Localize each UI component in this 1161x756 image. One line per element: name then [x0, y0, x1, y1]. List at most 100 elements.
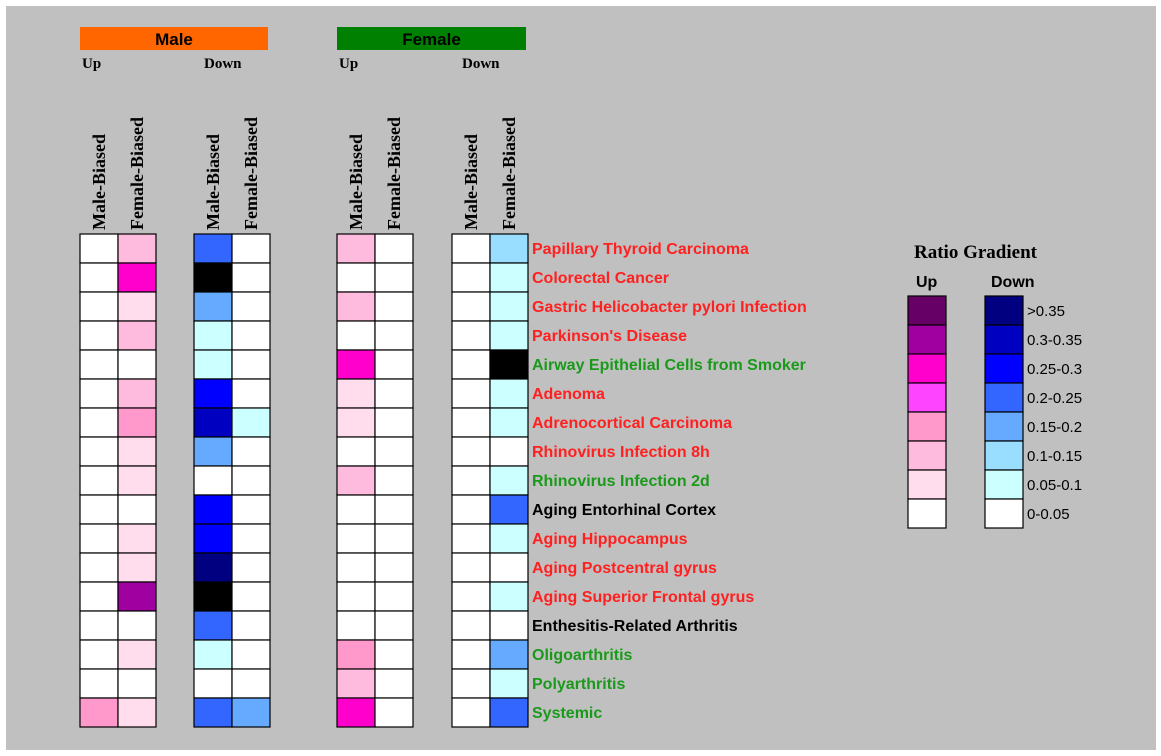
heatmap-cell: [374, 494, 414, 525]
heatmap-cell: [79, 320, 119, 351]
heatmap-cell: [193, 320, 233, 351]
heatmap-cell: [489, 262, 529, 293]
legend-up-swatch: [907, 295, 947, 326]
heatmap-cell: [374, 523, 414, 554]
legend-range-label: 0.1-0.15: [1027, 448, 1082, 465]
heatmap-cell: [489, 320, 529, 351]
heatmap-cell: [231, 581, 271, 612]
heatmap-cell: [451, 262, 491, 293]
heatmap-cell: [489, 581, 529, 612]
row-label: Enthesitis-Related Arthritis: [532, 618, 738, 635]
legend-down-swatch: [984, 295, 1024, 326]
heatmap-cell: [79, 262, 119, 293]
heatmap-cell: [79, 610, 119, 641]
heatmap-cell: [451, 291, 491, 322]
heatmap-cell: [231, 233, 271, 264]
row-label: Gastric Helicobacter pylori Infection: [532, 299, 807, 316]
heatmap-cell: [451, 610, 491, 641]
heatmap-cell: [489, 233, 529, 264]
heatmap-cell: [489, 523, 529, 554]
heatmap-cell: [193, 494, 233, 525]
heatmap-cell: [117, 581, 157, 612]
heatmap-cell: [193, 668, 233, 699]
heatmap-cell: [451, 378, 491, 409]
heatmap-cell: [231, 552, 271, 583]
heatmap-cell: [79, 291, 119, 322]
heatmap-cell: [79, 639, 119, 670]
heatmap-cell: [231, 523, 271, 554]
heatmap-cell: [336, 697, 376, 728]
heatmap-cell: [231, 639, 271, 670]
row-label: Aging Hippocampus: [532, 531, 688, 548]
heatmap-cell: [489, 639, 529, 670]
heatmap-cell: [374, 233, 414, 264]
row-label: Systemic: [532, 705, 602, 722]
heatmap-cell: [117, 523, 157, 554]
legend-up-swatch: [907, 324, 947, 355]
heatmap-cell: [451, 494, 491, 525]
heatmap-cell: [374, 407, 414, 438]
legend-up-swatch: [907, 498, 947, 529]
heatmap-cell: [117, 697, 157, 728]
heatmap-cell: [117, 639, 157, 670]
row-label: Aging Entorhinal Cortex: [532, 502, 716, 519]
heatmap-cell: [336, 291, 376, 322]
heatmap-cell: [451, 436, 491, 467]
legend-up-label: Up: [916, 274, 938, 291]
heatmap-cell: [489, 291, 529, 322]
heatmap-cell: [79, 465, 119, 496]
heatmap-cell: [117, 291, 157, 322]
heatmap-cell: [451, 349, 491, 380]
heatmap-cell: [231, 668, 271, 699]
heatmap-cell: [79, 552, 119, 583]
heatmap-cell: [117, 262, 157, 293]
heatmap-cell: [336, 639, 376, 670]
legend-up-swatch: [907, 440, 947, 471]
legend-range-label: 0.25-0.3: [1027, 361, 1082, 378]
legend-down-swatch: [984, 353, 1024, 384]
heatmap-cell: [489, 465, 529, 496]
row-label: Rhinovirus Infection 8h: [532, 444, 710, 461]
heatmap-cell: [374, 349, 414, 380]
column-label-female-biased: Female-Biased: [127, 117, 147, 230]
heatmap-cell: [117, 349, 157, 380]
heatmap-cell: [193, 349, 233, 380]
row-label: Oligoarthritis: [532, 647, 633, 664]
heatmap-cell: [451, 697, 491, 728]
heatmap-cell: [374, 465, 414, 496]
column-label-male-biased: Male-Biased: [203, 134, 223, 230]
column-label-male-biased: Male-Biased: [346, 134, 366, 230]
direction-label-up: Up: [82, 56, 101, 72]
heatmap-cell: [489, 552, 529, 583]
legend-down-swatch: [984, 411, 1024, 442]
heatmap-cell: [231, 378, 271, 409]
heatmap-cell: [231, 436, 271, 467]
heatmap-cell: [79, 668, 119, 699]
heatmap-cell: [374, 668, 414, 699]
legend-up-swatch: [907, 411, 947, 442]
legend-range-label: 0.2-0.25: [1027, 390, 1082, 407]
heatmap-cell: [336, 581, 376, 612]
heatmap-cell: [117, 407, 157, 438]
heatmap-cell: [336, 465, 376, 496]
heatmap-cell: [374, 697, 414, 728]
heatmap-cell: [374, 639, 414, 670]
heatmap-cell: [79, 349, 119, 380]
group-label-male: Male: [155, 30, 193, 49]
heatmap-cell: [489, 610, 529, 641]
heatmap-cell: [193, 465, 233, 496]
column-label-male-biased: Male-Biased: [89, 134, 109, 230]
legend-down-swatch: [984, 440, 1024, 471]
figure-canvas: Male Up Down Female Up Down Male-Biased Female-…: [6, 6, 1156, 750]
legend-up-swatch: [907, 469, 947, 500]
heatmap-cell: [193, 407, 233, 438]
heatmap-cell: [117, 494, 157, 525]
row-label: Airway Epithelial Cells from Smoker: [532, 357, 806, 374]
heatmap-cell: [231, 465, 271, 496]
heatmap-cell: [193, 378, 233, 409]
heatmap-cell: [193, 581, 233, 612]
heatmap-cell: [451, 523, 491, 554]
heatmap-cell: [117, 378, 157, 409]
column-label-male-biased: Male-Biased: [461, 134, 481, 230]
column-label-female-biased: Female-Biased: [241, 117, 261, 230]
